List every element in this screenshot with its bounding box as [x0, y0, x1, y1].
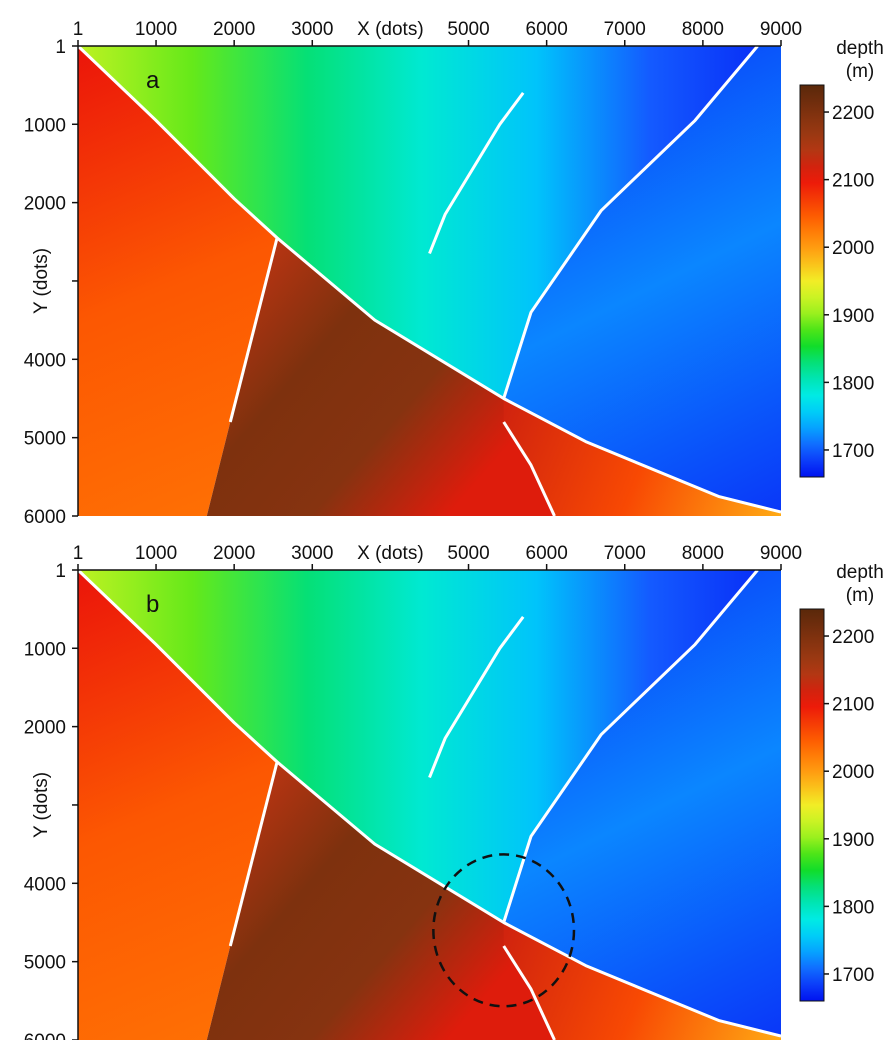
highlight-circle [432, 853, 576, 1008]
region-west-block [78, 46, 278, 516]
fault-trace [428, 92, 525, 255]
y-tick-label: 5000 [24, 953, 66, 974]
y-tick-label: 1 [55, 561, 66, 582]
region-central-block [206, 761, 555, 1040]
region-south-east-block [503, 398, 781, 516]
colorbar-tick-label: 1800 [832, 897, 874, 918]
colorbar [799, 84, 825, 478]
region-central-block [206, 237, 555, 516]
x-tick-label: 5000 [447, 543, 489, 564]
x-tick-label: 6000 [526, 19, 568, 40]
fault-trace [502, 46, 759, 399]
x-tick-label: 7000 [604, 19, 646, 40]
x-tick-label: 9000 [760, 543, 802, 564]
x-tick-label: 1000 [135, 19, 177, 40]
fault-trace [428, 616, 525, 779]
x-tick-label: 6000 [526, 543, 568, 564]
fault-trace [78, 46, 781, 514]
region-east-block [503, 46, 781, 513]
colorbar-unit: (m) [846, 61, 874, 82]
colorbar-title: depth [836, 38, 884, 59]
panel-label: a [146, 67, 160, 94]
y-tick-label: 1 [55, 37, 66, 58]
colorbar-tick-label: 2000 [832, 762, 874, 783]
y-tick-label: 2000 [24, 718, 66, 739]
x-tick-label: 8000 [682, 19, 724, 40]
fault-trace [228, 761, 279, 947]
x-tick-label: 1 [73, 543, 84, 564]
region-north-block [78, 570, 758, 923]
fault-trace [502, 570, 759, 923]
colorbar-tick-label: 1900 [832, 830, 874, 851]
region-south-east-block [503, 922, 781, 1040]
y-axis-label: Y (dots) [31, 772, 52, 838]
colorbar-tick-label: 1900 [832, 306, 874, 327]
panel-label: b [146, 591, 159, 618]
x-tick-label: 3000 [291, 19, 333, 40]
y-tick-label: 6000 [24, 1031, 66, 1040]
y-tick-label: 6000 [24, 507, 66, 528]
fault-trace [78, 570, 781, 1038]
colorbar-tick-label: 2100 [832, 695, 874, 716]
x-tick-label: 1 [73, 19, 84, 40]
y-tick-label: 2000 [24, 194, 66, 215]
region-north-block [78, 46, 758, 399]
x-tick-label: 3000 [291, 543, 333, 564]
y-tick-label: 1000 [24, 115, 66, 136]
x-axis-label: X (dots) [357, 19, 424, 40]
colorbar-tick-label: 1700 [832, 965, 874, 986]
colorbar-tick-label: 2200 [832, 103, 874, 124]
colorbar-tick-label: 1700 [832, 441, 874, 462]
y-tick-label: 4000 [24, 350, 66, 371]
y-tick-label: 1000 [24, 639, 66, 660]
y-axis-label: Y (dots) [31, 248, 52, 314]
colorbar-tick-label: 2200 [832, 627, 874, 648]
fault-trace [502, 945, 556, 1040]
panel-b: 1 1000 2000 3000 5000 6000 7000 8000 9000 X (dots… [24, 543, 884, 1040]
colorbar-title: depth [836, 562, 884, 583]
colorbar [799, 608, 825, 1002]
x-axis-label: X (dots) [357, 543, 424, 564]
y-tick-label: 4000 [24, 874, 66, 895]
x-tick-label: 9000 [760, 19, 802, 40]
colorbar-tick-label: 2100 [832, 171, 874, 192]
y-tick-label: 5000 [24, 429, 66, 450]
x-tick-label: 1000 [135, 543, 177, 564]
x-tick-label: 8000 [682, 543, 724, 564]
fault-trace [502, 421, 556, 516]
x-tick-label: 5000 [447, 19, 489, 40]
fault-trace [228, 237, 279, 423]
panel-a: 1 1000 2000 3000 5000 6000 7000 8000 9000 X (dots… [24, 19, 884, 528]
colorbar-tick-label: 2000 [832, 238, 874, 259]
colorbar-tick-label: 1800 [832, 373, 874, 394]
region-west-block [78, 570, 278, 1040]
colorbar-unit: (m) [846, 585, 874, 606]
x-tick-label: 2000 [213, 543, 255, 564]
x-tick-label: 2000 [213, 19, 255, 40]
x-tick-label: 7000 [604, 543, 646, 564]
